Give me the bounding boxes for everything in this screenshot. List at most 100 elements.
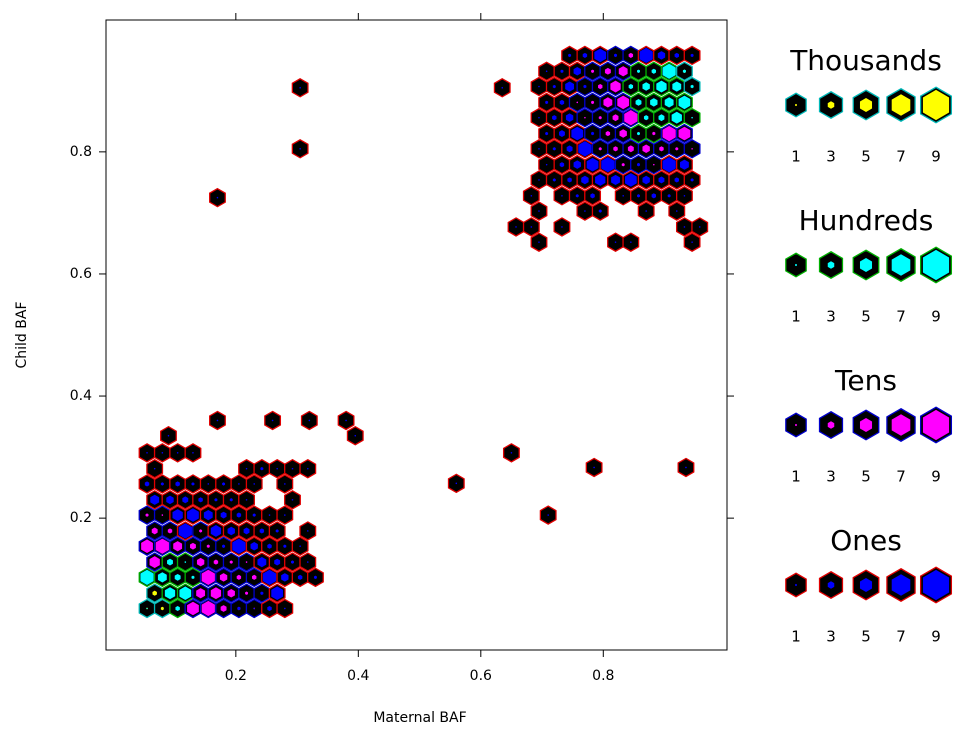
legend-digit: 5 [861,468,871,486]
legend-title: Tens [834,364,897,397]
hex-digit [196,557,205,567]
hex-digit [859,578,873,592]
hex-digit [891,574,911,596]
hex-digit [628,83,634,90]
hex-digit [611,174,620,186]
hex-next-digit [690,84,694,89]
hex-digit [243,527,250,535]
legend-digit: 9 [931,468,941,486]
hex-digit [593,466,595,469]
hex-digit [662,125,676,142]
hex-digit [515,226,517,228]
hex-digit [614,241,617,244]
hex-digit [571,126,584,141]
legend-digit: 3 [826,468,836,486]
hex-digit [922,89,950,121]
hex-digit [227,588,235,598]
hex-digit [538,210,540,212]
hex-digit [635,99,642,106]
hex-digit [859,258,873,272]
hex-digit [253,483,255,485]
legend-digit: 3 [826,308,836,326]
hex-digit [291,560,294,564]
hex-digit [297,574,303,580]
hex-digit [568,53,572,58]
hex-digit [174,573,181,581]
hex-digit [267,605,272,612]
hex-digit [573,160,581,169]
hex-digit [922,249,950,281]
hex-digit [795,263,797,267]
y-axis-label: Child BAF [14,302,30,369]
hex-digit [685,466,687,469]
hex-digit [262,569,277,585]
hex-digit [565,113,574,122]
hex-digit [598,115,602,120]
hex-digit [538,241,540,244]
hex-digit [578,141,592,157]
hex-digit [590,193,595,199]
hex-next-digit [260,591,264,595]
hex-digit [252,574,257,580]
y-tick-label: 0.4 [70,388,92,404]
hex-digit [637,194,640,198]
y-tick-label: 0.8 [70,144,92,160]
hex-digit [891,414,911,436]
hex-digit [566,145,573,153]
legend-digit: 5 [861,308,871,326]
hex-digit [245,591,249,595]
hex-digit [642,144,650,154]
hex-next-digit [636,162,641,167]
hex-digit [167,434,170,437]
hex-digit [146,451,148,454]
hex-digit [172,509,183,522]
hex-digit [157,572,167,583]
hex-digit [284,607,286,610]
hex-digit [510,451,513,454]
x-axis-label: Maternal BAF [373,710,466,726]
hex-digit [229,498,233,502]
hex-digit [192,451,194,454]
hex-digit [179,586,192,601]
x-tick-label: 0.6 [470,668,492,684]
hex-digit [538,116,540,119]
hex-digit [565,81,575,92]
hex-digit [604,67,611,75]
hex-digit [630,241,632,244]
hex-digit [651,68,657,74]
hex-next-digit [162,608,163,609]
hex-digit [662,63,676,79]
legend-digit: 1 [791,468,801,486]
hex-digit [617,95,630,110]
hex-digit [236,574,242,580]
hex-digit [618,66,628,77]
hex-digit [276,467,278,470]
hex-digit [545,163,548,166]
hex-digit [308,419,311,422]
hex-digit [922,569,950,601]
hex-digit [530,226,533,228]
hex-digit [167,558,173,566]
hex-digit [144,481,150,487]
hex-digit [252,513,256,517]
hex-digit [561,226,563,228]
hex-digit [166,495,174,505]
hex-digit [164,587,176,600]
hex-digit [922,409,950,441]
hex-digit [795,423,797,427]
hex-digit [610,80,621,93]
hex-digit [675,147,679,151]
hex-digit [559,130,565,137]
legend-digit: 7 [896,148,906,166]
hex-digit [642,82,650,91]
hex-digit [653,163,655,166]
legend-title: Hundreds [799,204,934,237]
plot-frame [105,19,728,651]
hex-digit [313,575,317,580]
hex-digit [584,210,586,212]
hex-digit [547,514,549,516]
hex-digit [639,47,653,64]
hex-digit [621,162,625,167]
hex-digit [552,84,556,89]
hex-digit [567,177,572,183]
